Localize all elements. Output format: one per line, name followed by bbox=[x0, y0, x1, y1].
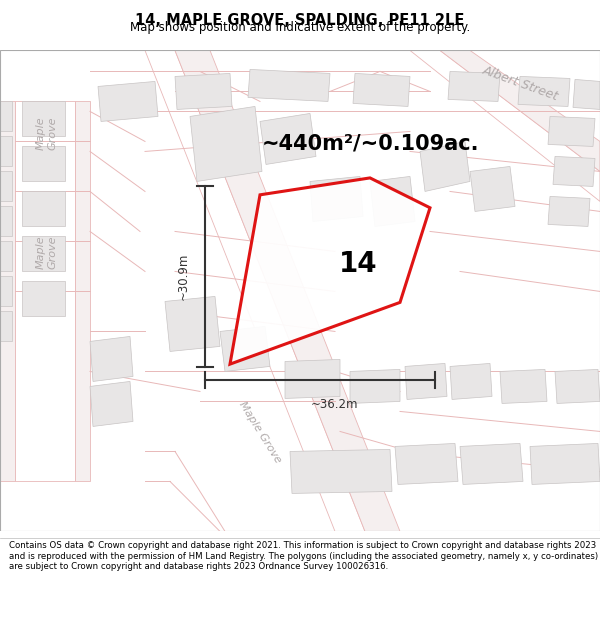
Polygon shape bbox=[22, 146, 65, 181]
Text: 14: 14 bbox=[338, 251, 377, 278]
Polygon shape bbox=[0, 311, 12, 341]
Polygon shape bbox=[548, 196, 590, 226]
Polygon shape bbox=[145, 51, 365, 531]
Polygon shape bbox=[248, 69, 330, 101]
Polygon shape bbox=[370, 176, 415, 226]
Text: ~36.2m: ~36.2m bbox=[311, 398, 359, 411]
Polygon shape bbox=[190, 106, 262, 181]
Text: Contains OS data © Crown copyright and database right 2021. This information is : Contains OS data © Crown copyright and d… bbox=[9, 541, 598, 571]
Polygon shape bbox=[175, 51, 400, 531]
Polygon shape bbox=[98, 81, 158, 121]
Polygon shape bbox=[260, 114, 316, 164]
Polygon shape bbox=[420, 141, 470, 191]
Polygon shape bbox=[0, 101, 12, 131]
Text: Maple
Grove: Maple Grove bbox=[36, 116, 58, 150]
Polygon shape bbox=[0, 206, 12, 236]
Text: Albert Street: Albert Street bbox=[480, 64, 560, 103]
Polygon shape bbox=[90, 336, 133, 381]
Polygon shape bbox=[310, 176, 363, 221]
Polygon shape bbox=[22, 236, 65, 271]
Polygon shape bbox=[0, 136, 12, 166]
Polygon shape bbox=[573, 79, 600, 109]
Polygon shape bbox=[410, 51, 600, 201]
Text: ~440m²/~0.109ac.: ~440m²/~0.109ac. bbox=[261, 133, 479, 153]
Text: Map shows position and indicative extent of the property.: Map shows position and indicative extent… bbox=[130, 21, 470, 34]
Polygon shape bbox=[290, 449, 392, 494]
Polygon shape bbox=[350, 369, 400, 404]
Polygon shape bbox=[165, 296, 220, 351]
Polygon shape bbox=[90, 381, 133, 426]
Polygon shape bbox=[22, 281, 65, 316]
Polygon shape bbox=[75, 101, 90, 481]
Polygon shape bbox=[220, 326, 270, 371]
Polygon shape bbox=[22, 191, 65, 226]
Polygon shape bbox=[0, 171, 12, 201]
Polygon shape bbox=[0, 276, 12, 306]
Polygon shape bbox=[530, 444, 600, 484]
Polygon shape bbox=[460, 444, 523, 484]
Polygon shape bbox=[0, 101, 15, 481]
Polygon shape bbox=[353, 73, 410, 106]
Polygon shape bbox=[450, 363, 492, 399]
Text: ~30.9m: ~30.9m bbox=[176, 253, 190, 300]
Polygon shape bbox=[230, 178, 430, 364]
Polygon shape bbox=[405, 363, 447, 399]
Polygon shape bbox=[518, 76, 570, 106]
Polygon shape bbox=[22, 101, 65, 136]
Polygon shape bbox=[440, 51, 600, 171]
Text: Maple Grove: Maple Grove bbox=[237, 399, 283, 464]
Polygon shape bbox=[548, 116, 595, 146]
Polygon shape bbox=[15, 101, 75, 481]
Polygon shape bbox=[448, 71, 500, 101]
Polygon shape bbox=[285, 359, 340, 399]
Polygon shape bbox=[0, 241, 12, 271]
Polygon shape bbox=[500, 369, 547, 404]
Text: Maple
Grove: Maple Grove bbox=[36, 236, 58, 269]
Polygon shape bbox=[470, 166, 515, 211]
Polygon shape bbox=[555, 369, 600, 404]
Polygon shape bbox=[175, 73, 232, 109]
Polygon shape bbox=[553, 156, 595, 186]
Text: 14, MAPLE GROVE, SPALDING, PE11 2LE: 14, MAPLE GROVE, SPALDING, PE11 2LE bbox=[136, 13, 464, 28]
Polygon shape bbox=[395, 444, 458, 484]
